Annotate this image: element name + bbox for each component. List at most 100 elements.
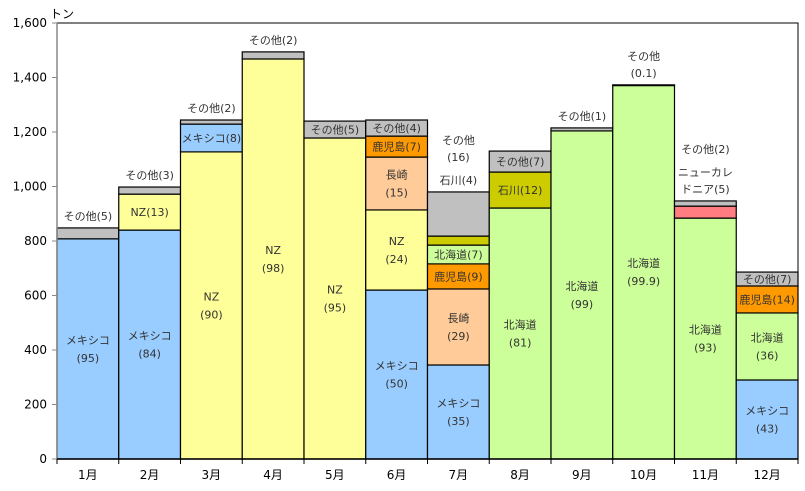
segment-label: NZ <box>389 235 405 248</box>
segment-label: (95) <box>77 352 100 365</box>
segment-label: メキシコ <box>128 330 172 343</box>
segment-label: その他(7) <box>743 273 792 286</box>
segment-label: 北海道 <box>627 256 660 270</box>
bar-segment <box>488 207 552 460</box>
segment-label: (90) <box>200 308 223 321</box>
segment-label: ニューカレ <box>678 166 733 179</box>
y-tick-label: 600 <box>24 289 47 303</box>
bar-segment <box>735 379 799 460</box>
x-tick-label: 4月 <box>263 468 283 482</box>
bar-segment <box>426 191 490 237</box>
segment-label: (24) <box>385 253 408 266</box>
segment-label: その他 <box>627 50 660 63</box>
segment-label: その他(3) <box>125 169 174 182</box>
bar-segment <box>118 186 182 195</box>
segment-label: その他(5) <box>64 210 113 223</box>
bar-segment <box>56 238 120 460</box>
bar-segment <box>426 364 490 460</box>
y-axis-unit-label: トン <box>50 7 74 21</box>
y-tick-label: 400 <box>24 343 47 357</box>
bar-segment <box>612 84 676 460</box>
bar-segment <box>241 58 305 460</box>
segment-label: (0.1) <box>631 67 657 80</box>
bars-group <box>56 51 799 460</box>
bar-segment <box>118 229 182 460</box>
y-tick-label: 800 <box>24 234 47 248</box>
segment-label: (99.9) <box>627 275 660 288</box>
bar-segment <box>426 288 490 366</box>
bar-segment <box>426 235 490 246</box>
segment-label: (36) <box>756 349 779 362</box>
bar-segment <box>673 205 737 219</box>
bar-segment <box>303 137 367 460</box>
x-tick-label: 11月 <box>692 468 719 482</box>
segment-label: (29) <box>447 330 470 343</box>
segment-label: その他(4) <box>372 122 421 135</box>
x-tick-label: 12月 <box>753 468 780 482</box>
segment-label: メキシコ <box>66 334 110 347</box>
segment-label: (81) <box>509 337 532 350</box>
segment-label: 鹿児島(14) <box>739 292 795 306</box>
bar-segment <box>365 119 429 137</box>
y-tick-label: 0 <box>39 452 47 466</box>
segment-label: 鹿児島(9) <box>434 269 483 283</box>
segment-label: (84) <box>138 348 161 361</box>
x-tick-label: 9月 <box>572 468 592 482</box>
segment-label: その他(7) <box>496 156 545 169</box>
y-ticks-group: 0 200 400 600 800 1,000 1,200 1,400 1,600 <box>13 16 57 466</box>
segment-label: その他(2) <box>681 143 730 156</box>
x-ticks-group: 1月 2月 3月 4月 5月 6月 7月 8月 9月 10月 11月 12月 <box>56 459 799 482</box>
segment-label: その他(2) <box>187 102 236 115</box>
bar-segment <box>735 271 799 287</box>
bar-segment <box>612 84 676 87</box>
bar-segment <box>550 127 614 132</box>
x-tick-label: 10月 <box>630 468 657 482</box>
segment-label: (50) <box>385 378 408 391</box>
segment-label: (15) <box>385 187 408 200</box>
bar-segment <box>365 156 429 211</box>
bar-segment <box>179 119 243 125</box>
x-tick-label: 1月 <box>78 468 98 482</box>
x-tick-label: 5月 <box>325 468 345 482</box>
y-tick-label: 1,600 <box>13 16 47 30</box>
y-tick-label: 1,400 <box>13 71 47 85</box>
segment-label: 長崎 <box>386 168 408 182</box>
y-tick-label: 200 <box>24 398 47 412</box>
bar-segment <box>735 312 799 381</box>
segment-label: 石川(4) <box>440 174 478 187</box>
segment-label: 長崎 <box>447 311 469 325</box>
segment-label: その他 <box>442 134 475 147</box>
segment-label: 北海道 <box>689 323 722 337</box>
segment-label: 北海道 <box>565 279 598 293</box>
segment-label: NZ <box>327 283 343 296</box>
segment-label: ドニア(5) <box>681 183 730 196</box>
x-tick-label: 6月 <box>387 468 407 482</box>
segment-label: (43) <box>756 422 779 435</box>
bar-segment <box>365 209 429 291</box>
segment-labels-group: メキシコ (95) その他(5) メキシコ (84) NZ(13) その他(3) NZ (90)… <box>64 34 795 436</box>
segment-label: (95) <box>324 301 347 314</box>
bar-segment <box>365 289 429 460</box>
segment-label: メキシコ <box>745 404 789 417</box>
bar-segment <box>56 227 120 240</box>
segment-label: 北海道 <box>504 318 537 332</box>
segment-label: その他(1) <box>558 110 607 123</box>
x-tick-label: 8月 <box>510 468 530 482</box>
segment-label: 北海道 <box>751 330 784 344</box>
segment-label: 北海道(7) <box>434 247 483 261</box>
segment-label: (99) <box>571 298 594 311</box>
bar-segment <box>241 51 305 60</box>
segment-label: (93) <box>694 342 717 355</box>
segment-label: 石川(12) <box>498 184 543 197</box>
segment-label: NZ <box>203 290 219 303</box>
segment-label: (35) <box>447 415 470 428</box>
segment-label: メキシコ(8) <box>182 132 242 145</box>
segment-label: メキシコ <box>375 360 419 373</box>
x-tick-label: 2月 <box>140 468 160 482</box>
segment-label: NZ <box>265 244 281 257</box>
segment-label: メキシコ <box>436 397 480 410</box>
bar-segment <box>426 263 490 290</box>
segment-label: (98) <box>262 262 285 275</box>
bar-segment <box>673 200 737 207</box>
